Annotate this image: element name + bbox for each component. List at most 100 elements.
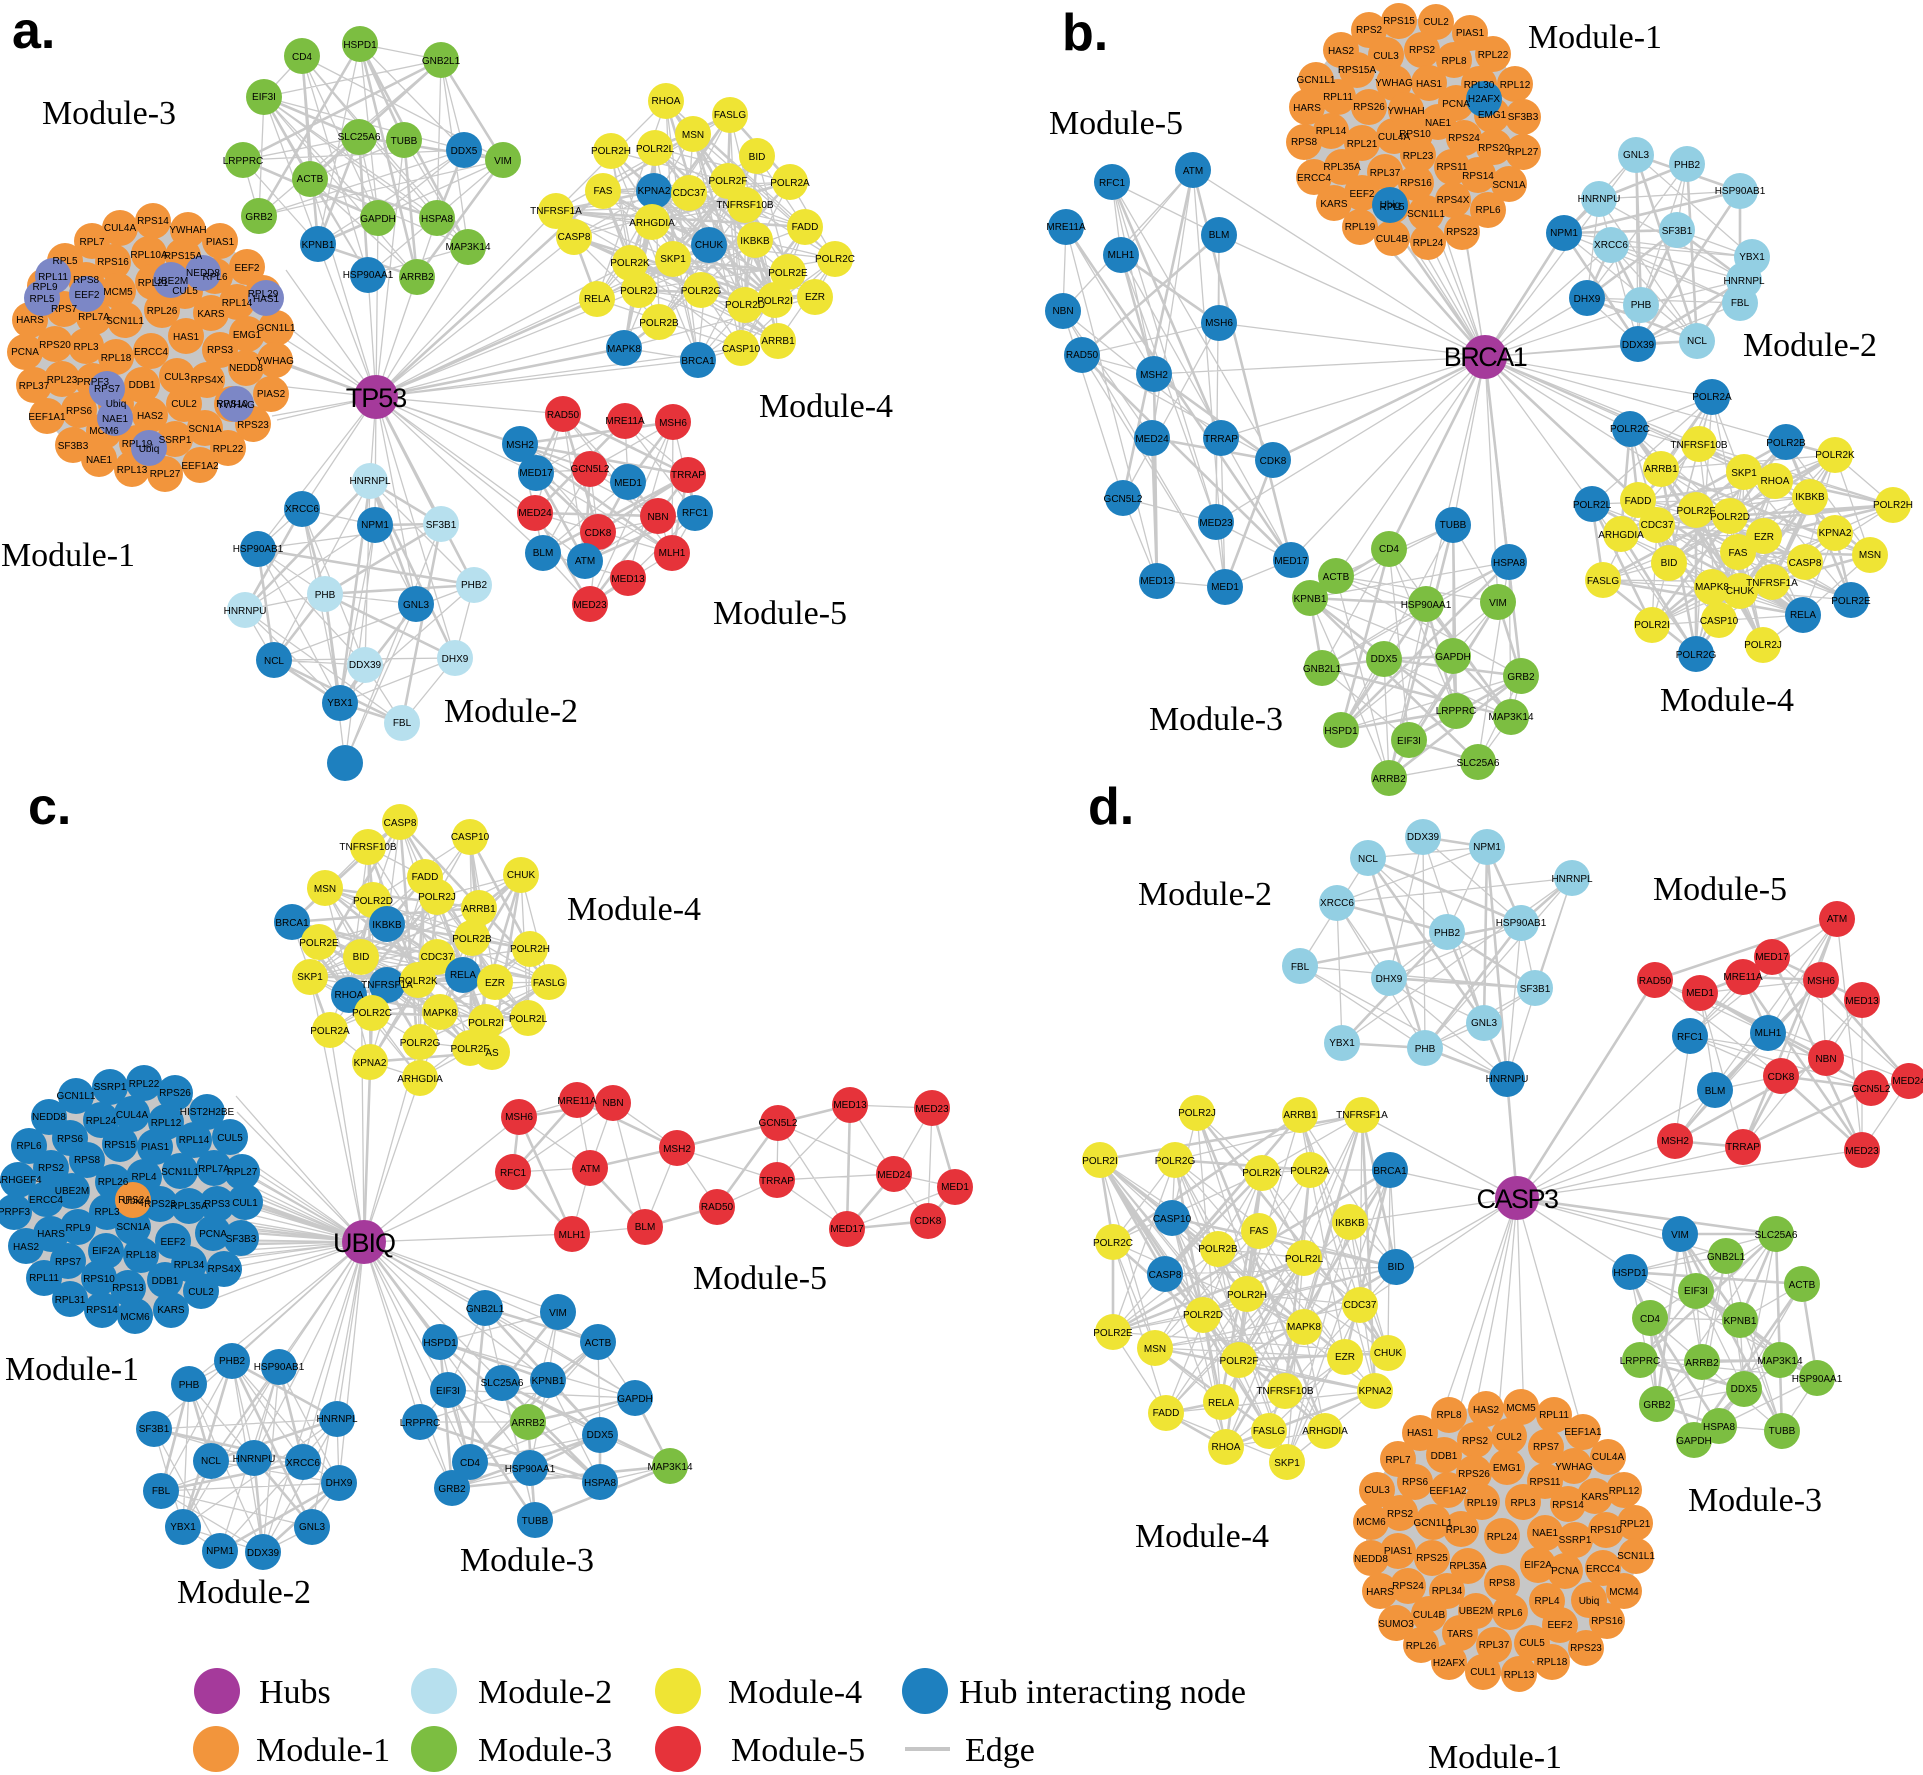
- svg-text:ATM: ATM: [575, 556, 595, 567]
- svg-text:DHX9: DHX9: [1574, 294, 1601, 305]
- svg-text:NBN: NBN: [647, 512, 668, 523]
- svg-text:RPL6: RPL6: [1497, 1608, 1522, 1619]
- svg-text:RPL35A: RPL35A: [1449, 1561, 1487, 1572]
- svg-text:SLC25A6: SLC25A6: [481, 1378, 524, 1389]
- svg-text:SKP1: SKP1: [297, 972, 323, 983]
- svg-text:RPS6: RPS6: [66, 406, 93, 417]
- svg-text:MSH6: MSH6: [1807, 976, 1835, 987]
- svg-text:GCN5L2: GCN5L2: [571, 464, 610, 475]
- svg-text:SCN1L1: SCN1L1: [161, 1167, 199, 1178]
- svg-text:CASP8: CASP8: [1789, 558, 1822, 569]
- svg-text:ARRB1: ARRB1: [462, 904, 496, 915]
- svg-text:RPL8: RPL8: [1441, 56, 1466, 67]
- svg-text:CUL3: CUL3: [164, 372, 190, 383]
- svg-text:TNFRSF1A: TNFRSF1A: [361, 980, 413, 991]
- svg-text:DDX5: DDX5: [451, 146, 478, 157]
- svg-text:RPL34: RPL34: [1432, 1586, 1463, 1597]
- svg-text:HAS2: HAS2: [137, 411, 164, 422]
- svg-text:CUL4B: CUL4B: [1413, 1610, 1446, 1621]
- svg-text:RPL31: RPL31: [55, 1295, 86, 1306]
- svg-text:EZR: EZR: [485, 978, 505, 989]
- svg-text:POLR2F: POLR2F: [709, 176, 748, 187]
- svg-text:YWHAH: YWHAH: [1387, 106, 1424, 117]
- svg-text:XRCC6: XRCC6: [1594, 240, 1628, 251]
- svg-text:POLR2D: POLR2D: [725, 300, 765, 311]
- svg-text:NPM1: NPM1: [361, 520, 389, 531]
- svg-text:RPS26: RPS26: [1458, 1469, 1490, 1480]
- svg-text:RPL30: RPL30: [1464, 80, 1495, 91]
- svg-text:NBN: NBN: [1815, 1054, 1836, 1065]
- svg-text:GNB2L1: GNB2L1: [1303, 664, 1342, 675]
- svg-text:GCN5L2: GCN5L2: [1104, 494, 1143, 505]
- svg-text:DHX9: DHX9: [1376, 974, 1403, 985]
- svg-text:KPNA2: KPNA2: [638, 186, 671, 197]
- svg-text:RPL8: RPL8: [1436, 1410, 1461, 1421]
- svg-text:NBN: NBN: [1052, 306, 1073, 317]
- svg-text:ARHGDIA: ARHGDIA: [397, 1074, 443, 1085]
- svg-text:FAS: FAS: [1729, 548, 1748, 559]
- svg-text:CDC37: CDC37: [421, 952, 454, 963]
- svg-text:POLR2C: POLR2C: [1093, 1238, 1133, 1249]
- svg-text:RPS25: RPS25: [1416, 1553, 1448, 1564]
- svg-text:NPM1: NPM1: [1550, 228, 1578, 239]
- svg-text:HAS1: HAS1: [1416, 79, 1443, 90]
- svg-text:MED24: MED24: [877, 1170, 911, 1181]
- svg-text:RPS2: RPS2: [1462, 1436, 1489, 1447]
- svg-text:RPS3: RPS3: [204, 1199, 231, 1210]
- svg-text:RPL10A: RPL10A: [130, 250, 168, 261]
- svg-text:CDC37: CDC37: [673, 188, 706, 199]
- svg-text:FBL: FBL: [152, 1486, 171, 1497]
- svg-text:IKBKB: IKBKB: [1795, 492, 1825, 503]
- svg-text:GCN1L1: GCN1L1: [1414, 1518, 1453, 1529]
- svg-text:Module-3: Module-3: [1149, 701, 1283, 738]
- svg-text:SF3B1: SF3B1: [1662, 226, 1693, 237]
- svg-text:CD4: CD4: [460, 1458, 480, 1469]
- svg-text:RPL12: RPL12: [1500, 80, 1531, 91]
- svg-text:MSN: MSN: [682, 130, 704, 141]
- svg-text:HARS: HARS: [1366, 1587, 1394, 1598]
- svg-text:FAS: FAS: [594, 186, 613, 197]
- svg-text:KPNB1: KPNB1: [302, 240, 335, 251]
- svg-text:EMG1: EMG1: [1478, 110, 1507, 121]
- svg-text:DDX5: DDX5: [1371, 654, 1398, 665]
- svg-text:RPL12: RPL12: [1609, 1486, 1640, 1497]
- svg-text:SKP1: SKP1: [1274, 1458, 1300, 1469]
- svg-text:KPNA2: KPNA2: [1819, 528, 1852, 539]
- svg-text:BRCA1: BRCA1: [681, 356, 715, 367]
- svg-text:ARRB2: ARRB2: [1372, 774, 1406, 785]
- svg-text:POLR2I: POLR2I: [1634, 620, 1670, 631]
- svg-text:RPL6: RPL6: [1475, 205, 1500, 216]
- svg-text:POLR2B: POLR2B: [452, 934, 492, 945]
- svg-text:UBE2M: UBE2M: [1459, 1606, 1493, 1617]
- svg-text:RPL6: RPL6: [16, 1141, 41, 1152]
- svg-text:Module-2: Module-2: [177, 1574, 311, 1611]
- svg-text:HSPA8: HSPA8: [584, 1478, 616, 1489]
- svg-text:POLR2A: POLR2A: [310, 1026, 350, 1037]
- svg-text:a.: a.: [12, 2, 55, 60]
- svg-text:RPL19: RPL19: [1345, 222, 1376, 233]
- svg-text:VIM: VIM: [1489, 598, 1507, 609]
- svg-text:SLC25A6: SLC25A6: [1755, 1230, 1798, 1241]
- svg-text:YBX1: YBX1: [1329, 1038, 1355, 1049]
- svg-text:RPS10: RPS10: [83, 1274, 115, 1285]
- svg-text:RELA: RELA: [1790, 610, 1816, 621]
- svg-text:MLH1: MLH1: [1755, 1028, 1782, 1039]
- svg-text:Module-5: Module-5: [1049, 105, 1183, 142]
- svg-text:CUL5: CUL5: [172, 286, 198, 297]
- svg-text:ARHGDIA: ARHGDIA: [629, 218, 675, 229]
- svg-text:RPS24: RPS24: [118, 1195, 150, 1206]
- svg-text:ATM: ATM: [1183, 166, 1203, 177]
- svg-text:POLR2F: POLR2F: [1677, 506, 1716, 517]
- svg-text:POLR2J: POLR2J: [418, 892, 456, 903]
- svg-text:ATM: ATM: [580, 1164, 600, 1175]
- svg-text:RFC1: RFC1: [682, 508, 709, 519]
- svg-text:CASP3: CASP3: [1476, 1184, 1558, 1214]
- svg-text:POLR2G: POLR2G: [1676, 650, 1717, 661]
- svg-text:RPS23: RPS23: [1570, 1643, 1602, 1654]
- svg-text:RPS24: RPS24: [1448, 133, 1480, 144]
- svg-text:Module-5: Module-5: [693, 1260, 827, 1297]
- svg-text:ARRB1: ARRB1: [761, 336, 795, 347]
- svg-text:RPS7: RPS7: [94, 384, 121, 395]
- svg-text:BLM: BLM: [1705, 1086, 1726, 1097]
- svg-text:CHUK: CHUK: [1726, 586, 1755, 597]
